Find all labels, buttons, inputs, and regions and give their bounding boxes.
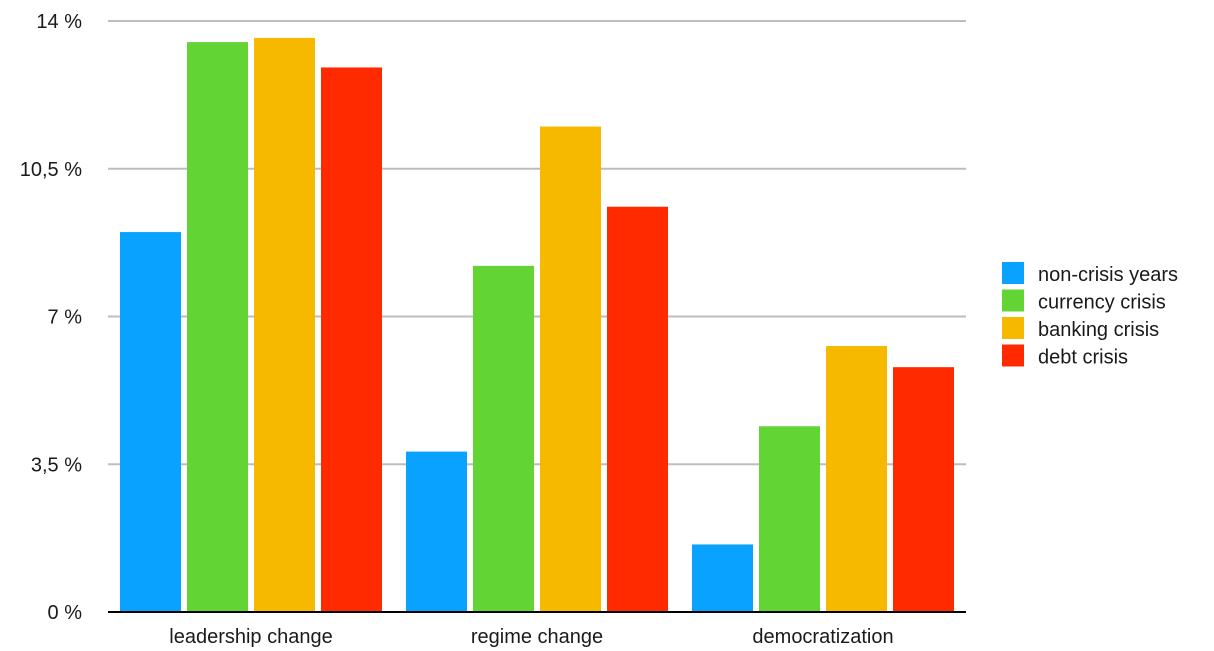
bar xyxy=(187,42,248,613)
bar xyxy=(607,206,668,612)
bar xyxy=(406,451,467,612)
legend-swatch xyxy=(1002,262,1024,284)
bar xyxy=(826,346,887,612)
legend-label: debt crisis xyxy=(1038,347,1128,369)
legend-swatch xyxy=(1002,317,1024,339)
bar xyxy=(473,265,534,612)
x-category-label: regime change xyxy=(471,626,603,648)
bar xyxy=(254,37,315,612)
legend: non-crisis years currency crisis banking c… xyxy=(1002,262,1178,369)
grid-lines xyxy=(108,20,966,466)
y-tick-label: 7 % xyxy=(48,307,83,329)
x-axis-category-labels: leadership change regime change democratiz… xyxy=(169,626,893,648)
y-axis-tick-labels: 0 % 3,5 % 7 % 10,5 % 14 % xyxy=(20,11,82,624)
bar xyxy=(759,426,820,612)
y-tick-label: 14 % xyxy=(36,11,82,33)
x-category-label: leadership change xyxy=(169,626,332,648)
legend-swatch xyxy=(1002,289,1024,312)
legend-label: banking crisis xyxy=(1038,319,1159,341)
bar xyxy=(540,126,601,613)
bar xyxy=(692,544,753,612)
legend-label: non-crisis years xyxy=(1038,264,1178,286)
legend-swatch xyxy=(1002,344,1024,367)
y-tick-label: 0 % xyxy=(48,602,83,624)
bars xyxy=(120,37,954,613)
x-category-label: democratization xyxy=(752,626,893,648)
legend-label: currency crisis xyxy=(1038,292,1166,314)
bar xyxy=(321,67,382,612)
bar xyxy=(120,232,181,613)
y-tick-label: 3,5 % xyxy=(31,454,82,476)
bar xyxy=(893,367,954,612)
y-tick-label: 10,5 % xyxy=(20,159,82,181)
